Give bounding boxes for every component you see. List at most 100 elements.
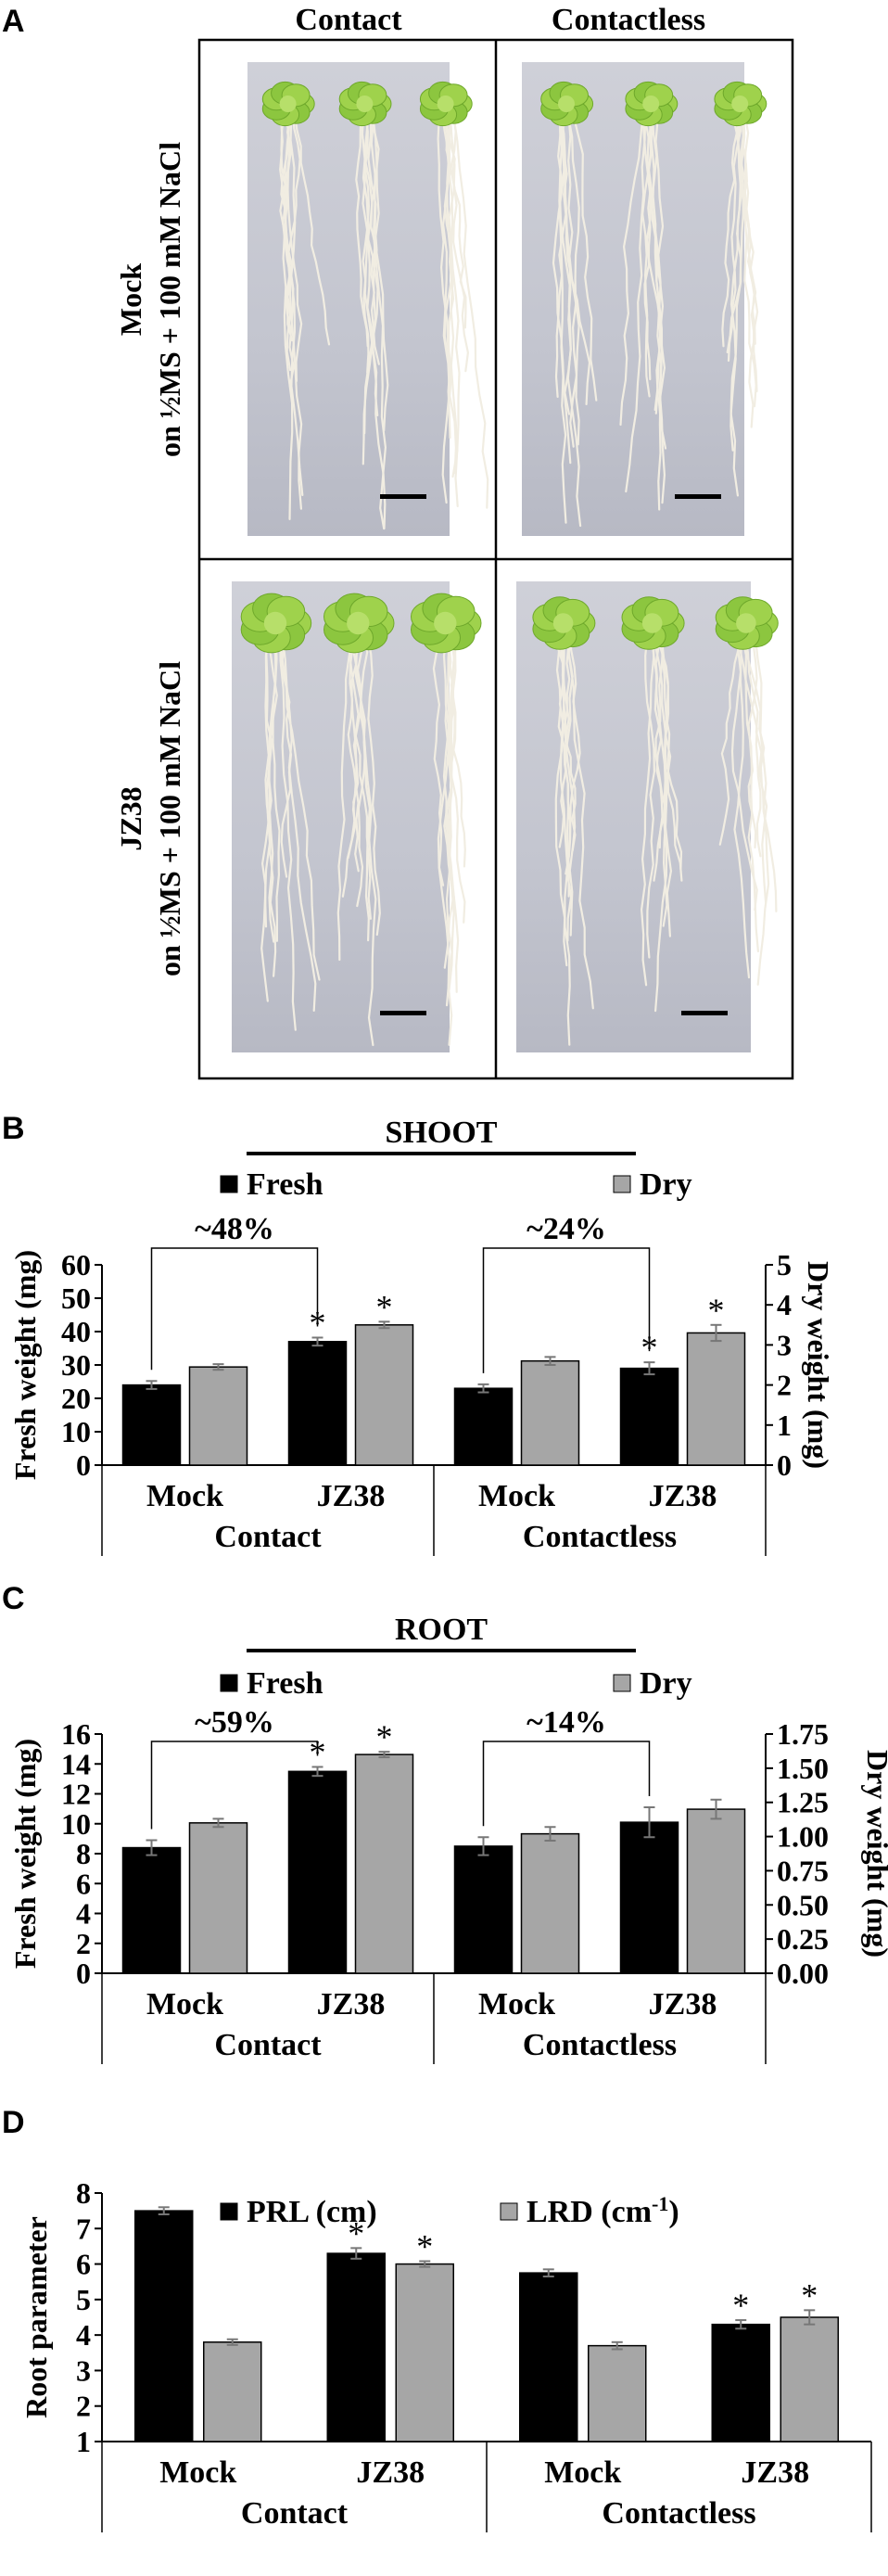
y-tick-label: 3 <box>76 2353 91 2387</box>
chart-title: SHOOT <box>386 1116 498 1150</box>
y-tick-label-right: 3 <box>777 1328 792 1361</box>
y-tick-label: 0 <box>76 1448 91 1482</box>
significance-asterisk: * <box>376 1718 393 1755</box>
row-label-mock-line2: on ½MS + 100 mM NaCl <box>153 142 186 457</box>
root-system <box>718 631 778 986</box>
rosette <box>240 593 312 654</box>
legend-swatch <box>220 2202 238 2221</box>
rosette <box>621 596 685 650</box>
root-system <box>721 111 759 497</box>
comparison-bracket <box>150 1741 319 1830</box>
root-system <box>437 111 489 509</box>
bracket-label: ~48% <box>195 1212 274 1246</box>
y-tick-label: 6 <box>76 1867 91 1900</box>
legend-label: Fresh <box>247 1167 323 1202</box>
y-tick-label: 6 <box>76 2248 91 2281</box>
legend-swatch <box>613 1175 631 1193</box>
group-label: Contact <box>214 1520 322 1554</box>
title-underline <box>247 1152 636 1155</box>
y-axis-label: Fresh weight (mg) <box>8 1250 42 1480</box>
comparison-bracket <box>482 1741 651 1827</box>
bar <box>588 2344 647 2442</box>
bar <box>326 2252 386 2442</box>
category-label: Mock <box>478 1479 555 1513</box>
bar <box>686 1808 746 1974</box>
category-label: JZ38 <box>649 1479 717 1513</box>
significance-asterisk: * <box>416 2228 433 2265</box>
photo-jz38-contactless <box>516 581 779 1052</box>
category-label: Mock <box>146 1479 223 1513</box>
rosette <box>323 593 395 654</box>
legend-label: Dry <box>640 1666 692 1701</box>
row-label-jz38-line1: JZ38 <box>114 786 147 850</box>
category-label: JZ38 <box>356 2455 425 2490</box>
y-tick-label-right: 2 <box>777 1369 792 1402</box>
category-label: JZ38 <box>741 2455 809 2490</box>
group-label: Contact <box>214 2028 322 2062</box>
bar <box>453 1387 514 1466</box>
bar <box>619 1367 679 1466</box>
legend-swatch <box>500 2202 518 2221</box>
bar <box>188 1366 248 1466</box>
bar <box>711 2323 770 2442</box>
y-tick-label: 7 <box>76 2212 91 2245</box>
rosette <box>715 596 779 650</box>
y-tick-label: 50 <box>61 1282 91 1315</box>
y-tick-label: 4 <box>76 2318 91 2352</box>
agar-plate <box>247 62 450 536</box>
y-axis-label-right: Dry weight (mg) <box>802 1261 835 1469</box>
row-label-jz38: JZ38 on ½MS + 100 mM NaCl <box>114 661 186 976</box>
y-tick-label: 5 <box>76 2283 91 2316</box>
legend-swatch <box>220 1674 238 1692</box>
y-tick-label: 0 <box>76 1957 91 1990</box>
bar <box>395 2263 454 2442</box>
significance-asterisk: * <box>801 2276 818 2314</box>
scale-bar <box>681 1011 728 1015</box>
y-tick-label: 4 <box>76 1897 91 1931</box>
rosette <box>419 81 473 127</box>
bar <box>354 1753 414 1974</box>
group-label: Contact <box>241 2496 349 2531</box>
rosette <box>714 81 767 127</box>
y-tick-label-right: 1 <box>777 1409 792 1442</box>
rosette <box>338 81 392 127</box>
category-label: Mock <box>478 1987 555 2021</box>
y-tick-label: 8 <box>76 1837 91 1870</box>
legend: PRL (cm) LRD (cm-1) <box>220 2192 679 2229</box>
y-tick-label-right: 0.50 <box>777 1888 829 1921</box>
bar <box>287 1341 348 1466</box>
bracket-label: ~59% <box>195 1705 274 1740</box>
scale-bar <box>380 494 426 499</box>
bar <box>121 1846 182 1974</box>
y-tick-label-right: 0 <box>777 1448 792 1482</box>
panel-label-c: C <box>2 1581 25 1616</box>
row-label-mock-line1: Mock <box>114 263 147 336</box>
root-system <box>279 111 331 520</box>
panel-label-a: A <box>2 4 25 39</box>
root-system <box>260 631 321 1031</box>
bar <box>453 1845 514 1974</box>
bar <box>287 1770 348 1974</box>
chart-title: ROOT <box>395 1613 488 1647</box>
category-label: Mock <box>544 2455 621 2490</box>
rosette <box>625 81 679 127</box>
legend: Fresh Dry <box>220 1167 692 1202</box>
y-tick-label: 14 <box>61 1747 91 1780</box>
y-tick-label: 20 <box>61 1382 91 1415</box>
y-tick-label: 30 <box>61 1348 91 1382</box>
y-tick-label-right: 4 <box>777 1288 792 1321</box>
bar <box>520 1832 580 1974</box>
category-label: Mock <box>146 1987 223 2021</box>
panel-label-d: D <box>2 2105 25 2140</box>
category-label: Mock <box>159 2455 236 2490</box>
y-axis-label: Fresh weight (mg) <box>8 1739 42 1969</box>
y-tick-label-right: 5 <box>777 1248 792 1282</box>
root-system <box>619 111 667 511</box>
significance-asterisk: * <box>732 2287 749 2324</box>
y-tick-label-right: 1.25 <box>777 1786 829 1819</box>
agar-plate <box>516 581 751 1052</box>
y-tick-label-right: 0.25 <box>777 1922 829 1956</box>
bar <box>619 1821 679 1974</box>
group-label: Contactless <box>602 2496 755 2531</box>
